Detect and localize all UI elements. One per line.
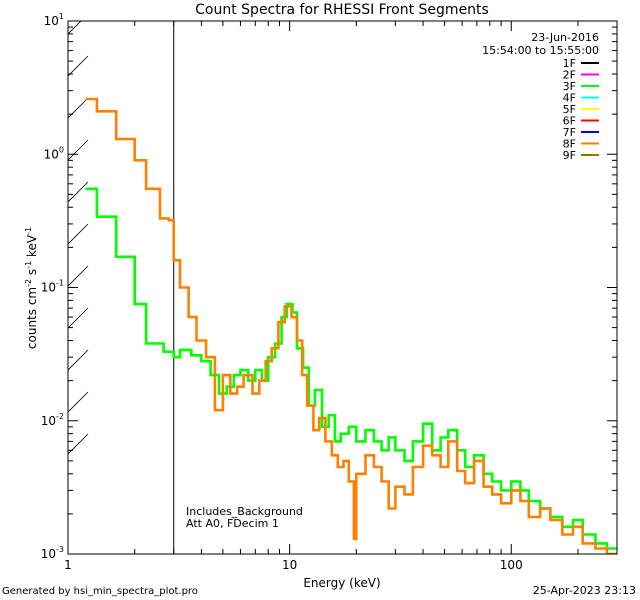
- hatched-region: [0, 0, 175, 554]
- series-line-3F: [85, 187, 617, 550]
- y-tick-labels: 101 100 10-1 10-2 10-3: [41, 12, 64, 561]
- hatch-line: [68, 97, 89, 119]
- annotation-background: Includes_Background: [186, 505, 303, 518]
- series-layer: [85, 97, 617, 554]
- series-line-8F: [85, 97, 617, 554]
- legend-label-2F: 2F: [563, 69, 576, 82]
- y-tick-label-1e-3: 10-3: [41, 545, 64, 561]
- generated-timestamp: 25-Apr-2023 23:13: [533, 584, 636, 597]
- y-tick-label-1e0: 100: [44, 145, 64, 161]
- x-tick-label-1: 1: [64, 558, 72, 572]
- y-axis-label: counts cm-2 s-1 keV-1: [24, 227, 39, 349]
- legend-label-6F: 6F: [563, 115, 576, 128]
- legend-label-8F: 8F: [563, 138, 576, 151]
- annotation-attenuator: Att A0, FDecim 1: [186, 517, 279, 530]
- hatch-line: [68, 55, 89, 77]
- x-tick-label-100: 100: [500, 558, 523, 572]
- time-range-label: 15:54:00 to 15:55:00: [482, 44, 599, 57]
- chart-title: Count Spectra for RHESSI Front Segments: [195, 2, 489, 18]
- legend-label-4F: 4F: [563, 92, 576, 105]
- legend-label-9F: 9F: [563, 149, 576, 162]
- date-label: 23-Jun-2016: [531, 31, 599, 44]
- legend-label-5F: 5F: [563, 103, 576, 116]
- legend-label-1F: 1F: [563, 57, 576, 70]
- legend-label-3F: 3F: [563, 80, 576, 93]
- hatch-line: [68, 181, 89, 203]
- y-tick-label-1e-2: 10-2: [41, 412, 64, 428]
- legend-label-7F: 7F: [563, 126, 576, 139]
- x-axis-label: Energy (keV): [303, 576, 380, 590]
- y-tick-label-1e-1: 10-1: [41, 279, 64, 295]
- generator-credit: Generated by hsi_min_spectra_plot.pro: [2, 586, 198, 597]
- axis-ticks: [67, 20, 618, 555]
- hatch-line: [0, 0, 88, 70]
- plot-frame: [67, 20, 618, 555]
- x-tick-label-10: 10: [282, 558, 297, 572]
- y-tick-label-1e1: 101: [44, 12, 64, 28]
- hatch-line: [68, 21, 82, 35]
